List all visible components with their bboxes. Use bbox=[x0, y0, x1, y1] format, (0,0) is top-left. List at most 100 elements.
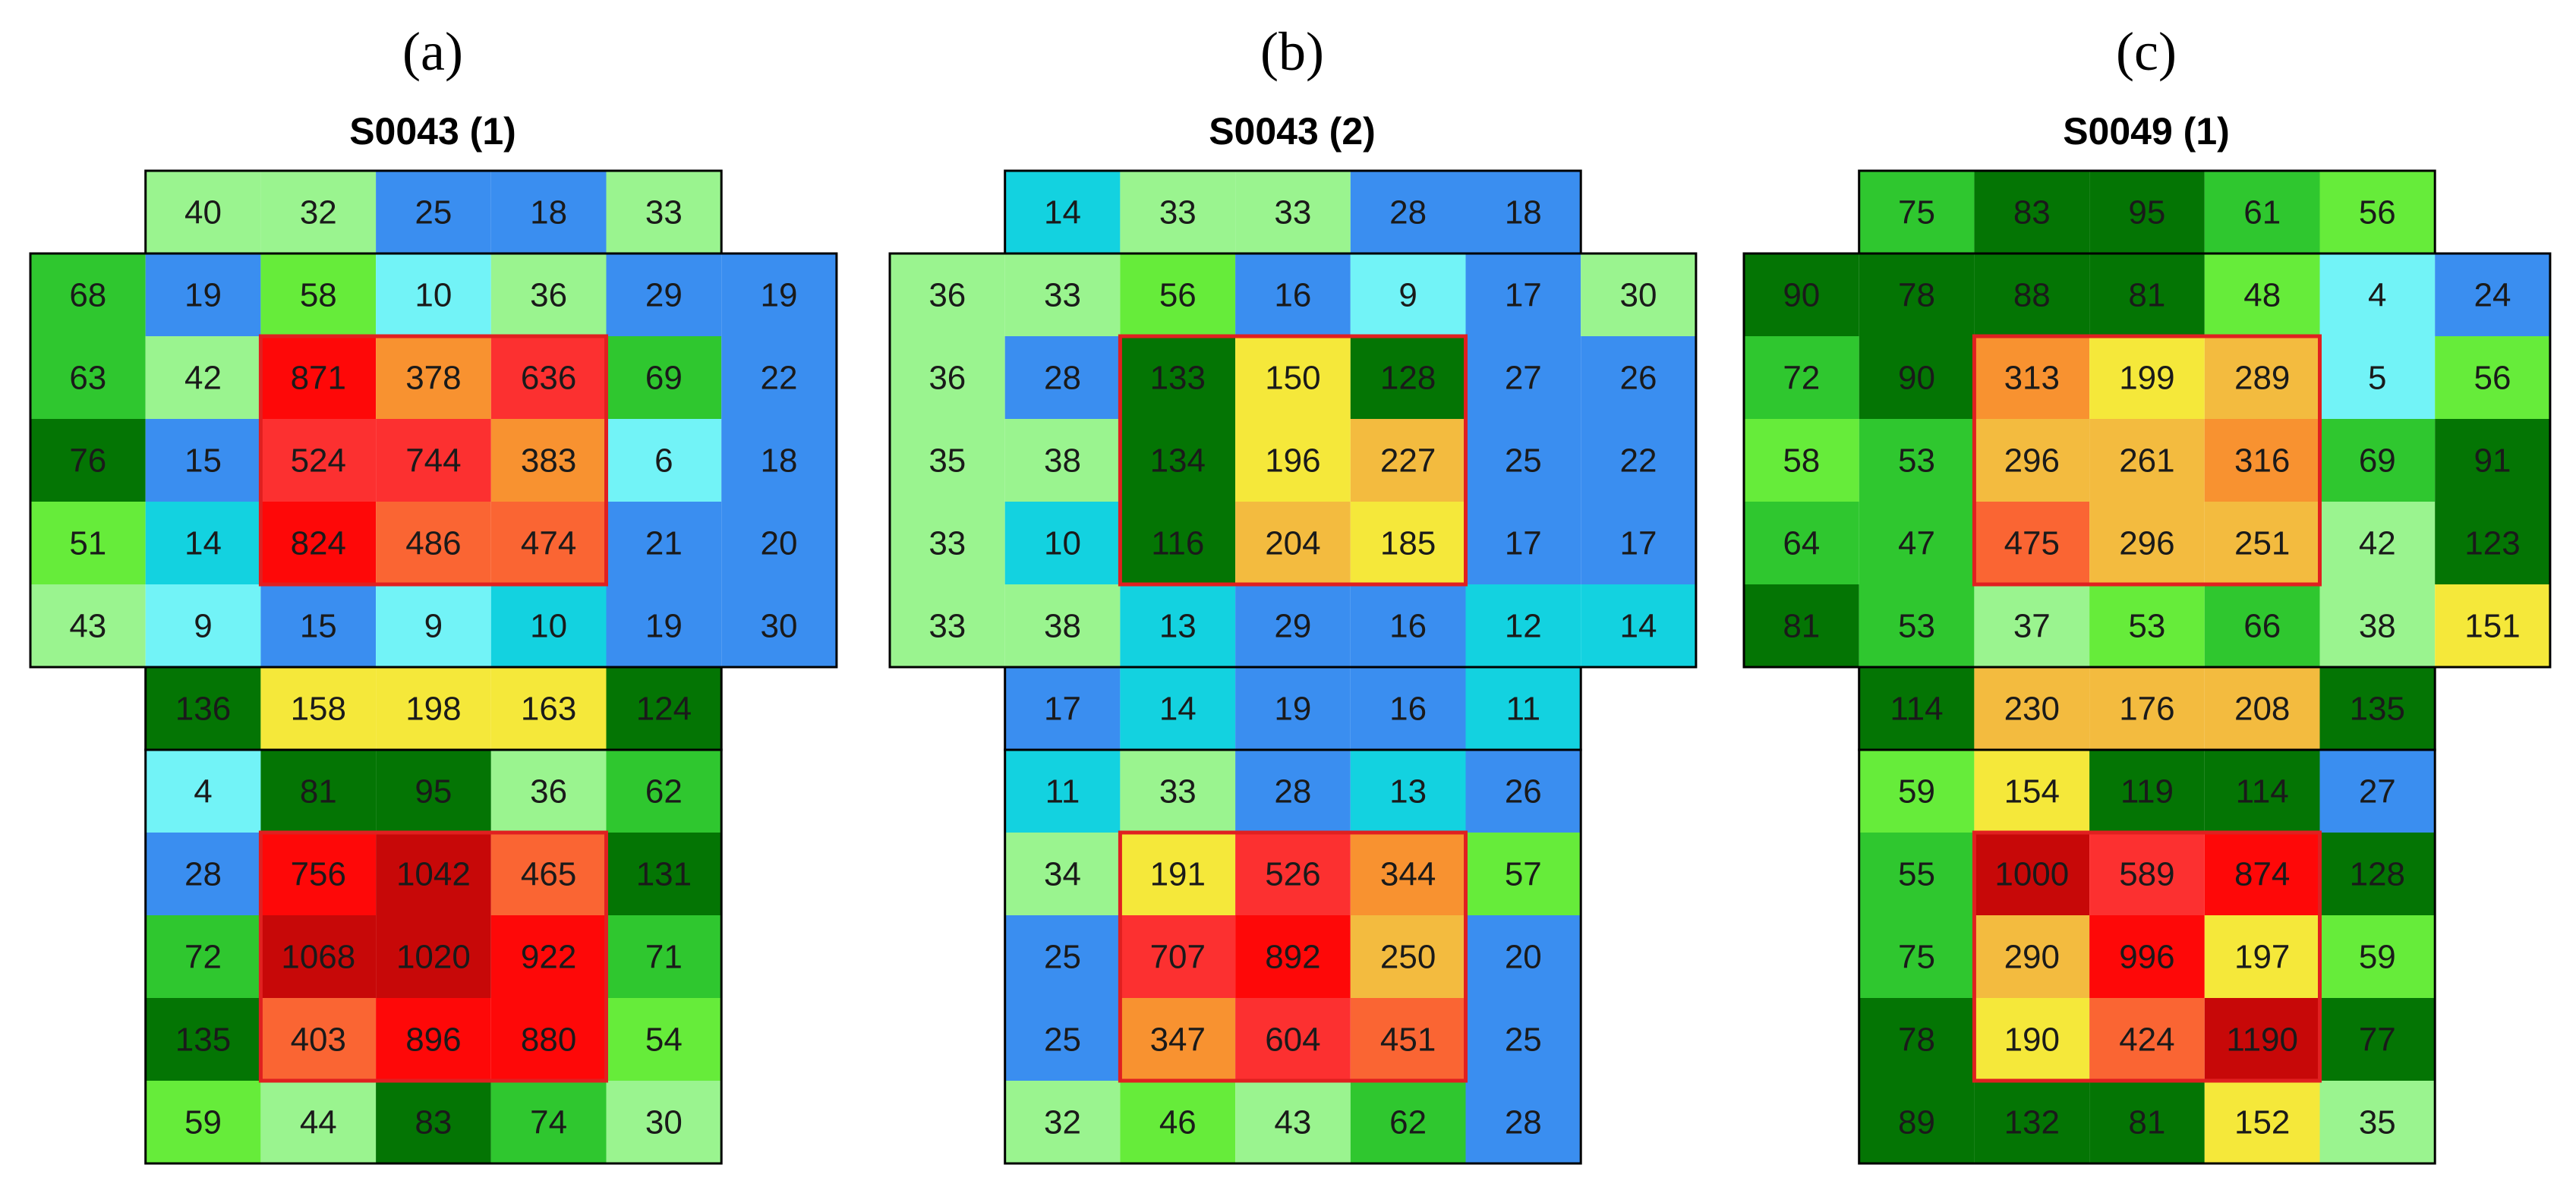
heatmap-cell-a-r7-c5 bbox=[606, 750, 722, 833]
heatmap-cell-b-r11-c4 bbox=[1350, 1081, 1466, 1163]
heatmap-cell-a-r2-c0 bbox=[30, 336, 146, 419]
cell-value-a-r9-c3: 1020 bbox=[396, 939, 471, 976]
cell-value-b-r10-c2: 347 bbox=[1150, 1022, 1206, 1059]
heatmap-cell-a-r3-c0 bbox=[30, 419, 146, 502]
cell-value-a-r7-c2: 81 bbox=[300, 773, 337, 811]
cell-value-b-r6-c1: 17 bbox=[1044, 691, 1081, 728]
heatmap-cell-a-r1-c4 bbox=[490, 253, 607, 336]
cell-value-a-r0-c5: 33 bbox=[645, 194, 683, 231]
heatmap-cell-b-r0-c1 bbox=[1004, 171, 1121, 253]
cell-value-a-r1-c1: 19 bbox=[184, 277, 222, 314]
heatmap-cell-a-r1-c2 bbox=[260, 253, 377, 336]
cell-value-a-r10-c3: 896 bbox=[405, 1022, 461, 1059]
cell-value-c-r5-c5: 38 bbox=[2359, 608, 2396, 645]
heatmap-cell-a-r0-c1 bbox=[145, 171, 261, 253]
cell-value-b-r3-c3: 196 bbox=[1265, 442, 1320, 480]
cell-value-a-r8-c1: 28 bbox=[184, 856, 222, 893]
heatmap-cell-b-r10-c1 bbox=[1004, 998, 1121, 1081]
cell-value-a-r7-c1: 4 bbox=[194, 773, 212, 811]
cell-value-b-r2-c5: 27 bbox=[1505, 360, 1542, 397]
cell-value-b-r8-c5: 57 bbox=[1505, 856, 1542, 893]
heatmap-cell-b-r2-c1 bbox=[1004, 336, 1121, 419]
cell-value-a-r5-c6: 30 bbox=[761, 608, 798, 645]
heatmap-cell-a-r1-c5 bbox=[606, 253, 722, 336]
heatmap-cell-c-r7-c3 bbox=[2089, 750, 2205, 833]
cell-value-c-r11-c2: 132 bbox=[2004, 1104, 2060, 1141]
panel-b-cells: 14 33 33 28 18 36 33 56 16 9 17 30 36 28 133 150 128 27 26… bbox=[890, 171, 1696, 1163]
heatmap-cell-c-r5-c5 bbox=[2319, 584, 2436, 667]
heatmap-cell-a-r10-c3 bbox=[376, 998, 491, 1081]
panel-a-letter: (a) bbox=[402, 21, 463, 82]
cell-value-c-r10-c2: 190 bbox=[2004, 1022, 2060, 1059]
cell-value-c-r8-c1: 55 bbox=[1898, 856, 1935, 893]
cell-value-b-r6-c5: 11 bbox=[1506, 691, 1540, 728]
heatmap-cell-b-r3-c0 bbox=[890, 419, 1005, 502]
heatmap-cell-a-r6-c1 bbox=[145, 667, 261, 750]
cell-value-b-r3-c6: 22 bbox=[1620, 442, 1657, 480]
heatmap-cell-c-r1-c1 bbox=[1859, 253, 1975, 336]
cell-value-b-r7-c5: 26 bbox=[1505, 773, 1542, 811]
heatmap-cell-c-r8-c1 bbox=[1859, 833, 1975, 915]
cell-value-b-r11-c3: 43 bbox=[1274, 1104, 1311, 1141]
heatmap-cell-c-r11-c1 bbox=[1859, 1081, 1975, 1163]
cell-value-c-r7-c2: 154 bbox=[2004, 773, 2060, 811]
heatmap-cell-a-r11-c3 bbox=[376, 1081, 491, 1163]
heatmap-cell-a-r3-c1 bbox=[145, 419, 261, 502]
cell-value-c-r9-c5: 59 bbox=[2359, 939, 2396, 976]
cell-value-b-r11-c2: 46 bbox=[1159, 1104, 1197, 1141]
heatmap-cell-c-r0-c2 bbox=[1974, 171, 2090, 253]
cell-value-b-r5-c4: 16 bbox=[1389, 608, 1427, 645]
cell-value-b-r3-c5: 25 bbox=[1505, 442, 1542, 480]
cell-value-a-r10-c2: 403 bbox=[291, 1022, 346, 1059]
heatmap-cell-c-r6-c5 bbox=[2319, 667, 2436, 750]
heatmap-cell-b-r5-c5 bbox=[1465, 584, 1581, 667]
cell-value-b-r2-c0: 36 bbox=[929, 360, 966, 397]
heatmap-cell-a-r3-c6 bbox=[721, 419, 837, 502]
cell-value-c-r3-c5: 69 bbox=[2359, 442, 2396, 480]
heatmap-cell-c-r9-c1 bbox=[1859, 915, 1975, 998]
heatmap-cell-c-r8-c4 bbox=[2204, 833, 2320, 915]
cell-value-b-r0-c2: 33 bbox=[1159, 194, 1197, 231]
cell-value-b-r1-c4: 9 bbox=[1398, 277, 1417, 314]
cell-value-c-r10-c3: 424 bbox=[2119, 1022, 2174, 1059]
cell-value-a-r4-c4: 474 bbox=[521, 525, 576, 562]
panel-b: (b) S0043 (2) 14 33 33 28 18 36 33 56 16 9 17 30 36 2… bbox=[888, 21, 1698, 1165]
heatmap-cell-c-r5-c0 bbox=[1744, 584, 1859, 667]
cell-value-b-r8-c1: 34 bbox=[1044, 856, 1081, 893]
heatmap-cell-c-r8-c3 bbox=[2089, 833, 2205, 915]
heatmap-cell-a-r9-c5 bbox=[606, 915, 722, 998]
heatmap-cell-a-r8-c2 bbox=[260, 833, 377, 915]
heatmap-cell-a-r5-c0 bbox=[30, 584, 146, 667]
cell-value-b-r4-c0: 33 bbox=[929, 525, 966, 562]
cell-value-a-r3-c1: 15 bbox=[184, 442, 222, 480]
cell-value-b-r6-c3: 19 bbox=[1274, 691, 1311, 728]
cell-value-a-r2-c3: 378 bbox=[405, 360, 461, 397]
heatmap-cell-b-r6-c1 bbox=[1004, 667, 1121, 750]
cell-value-a-r5-c3: 9 bbox=[424, 608, 443, 645]
cell-value-c-r1-c0: 90 bbox=[1783, 277, 1820, 314]
heatmap-cell-c-r4-c2 bbox=[1974, 502, 2090, 584]
cell-value-a-r1-c6: 19 bbox=[761, 277, 798, 314]
heatmap-cell-b-r3-c6 bbox=[1581, 419, 1696, 502]
cell-value-b-r2-c4: 128 bbox=[1380, 360, 1436, 397]
cell-value-c-r6-c2: 230 bbox=[2004, 691, 2060, 728]
cell-value-c-r7-c4: 114 bbox=[2236, 773, 2289, 811]
cell-value-b-r0-c3: 33 bbox=[1274, 194, 1311, 231]
cell-value-c-r2-c1: 90 bbox=[1898, 360, 1935, 397]
cell-value-a-r8-c4: 465 bbox=[521, 856, 576, 893]
heatmap-cell-a-r10-c5 bbox=[606, 998, 722, 1081]
heatmap-cell-a-r2-c4 bbox=[490, 336, 607, 419]
cell-value-b-r8-c4: 344 bbox=[1380, 856, 1436, 893]
cell-value-a-r2-c1: 42 bbox=[184, 360, 222, 397]
panel-b-title: S0043 (2) bbox=[1209, 110, 1376, 153]
heatmap-cell-c-r6-c3 bbox=[2089, 667, 2205, 750]
cell-value-a-r2-c4: 636 bbox=[521, 360, 576, 397]
heatmap-cell-a-r5-c5 bbox=[606, 584, 722, 667]
cell-value-a-r0-c2: 32 bbox=[300, 194, 337, 231]
heatmap-cell-a-r11-c2 bbox=[260, 1081, 377, 1163]
cell-value-b-r11-c5: 28 bbox=[1505, 1104, 1542, 1141]
heatmap-cell-c-r9-c5 bbox=[2319, 915, 2436, 998]
cell-value-c-r11-c5: 35 bbox=[2359, 1104, 2396, 1141]
heatmap-cell-c-r10-c5 bbox=[2319, 998, 2436, 1081]
heatmap-cell-b-r6-c4 bbox=[1350, 667, 1466, 750]
